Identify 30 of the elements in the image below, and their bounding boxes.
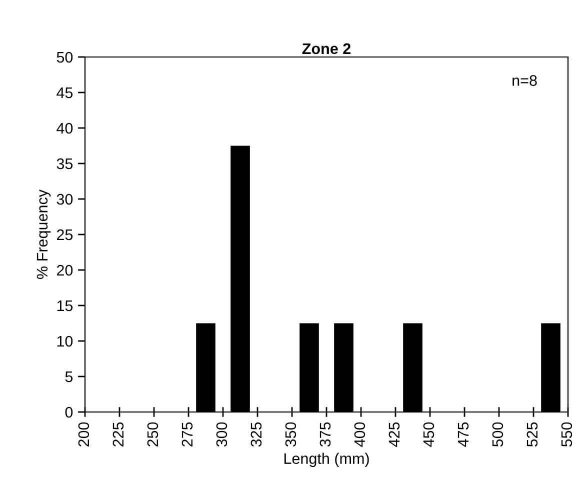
y-tick-label: 15: [57, 300, 73, 312]
x-tick-label: 500: [492, 422, 504, 447]
y-tick-label: 25: [56, 229, 73, 240]
x-tick-label: 250: [147, 422, 158, 446]
y-tick-label: 40: [56, 122, 73, 134]
x-tick-label: 275: [182, 422, 193, 446]
x-tick-label: 225: [112, 422, 124, 446]
x-tick-label: 475: [458, 422, 469, 447]
x-axis-title: Length (mm): [284, 452, 369, 468]
x-tick-label: 450: [423, 422, 434, 447]
y-axis-title: % Frequency: [36, 190, 51, 279]
x-tick-label: 425: [388, 422, 400, 447]
x-tick-label: 325: [250, 422, 262, 447]
y-tick-label: 5: [65, 372, 73, 382]
y-tick-label: 50: [56, 52, 73, 63]
annotation: n=8: [512, 75, 537, 86]
y-tick-label: 45: [56, 88, 73, 98]
chart-title: Zone 2: [302, 43, 351, 54]
x-tick-label: 400: [354, 422, 366, 447]
x-tick-label: 550: [561, 422, 572, 447]
x-tick-label: 350: [285, 422, 296, 447]
x-tick-label: 300: [216, 422, 228, 447]
x-tick-label: 375: [320, 422, 331, 447]
x-tick-label: 525: [526, 422, 538, 447]
y-tick-label: 30: [56, 194, 73, 205]
y-tick-label: 20: [56, 264, 73, 276]
x-tick-label: 200: [78, 422, 90, 446]
y-tick-label: 0: [65, 406, 73, 418]
y-tick-label: 35: [56, 158, 73, 170]
y-tick-label: 10: [57, 336, 73, 347]
